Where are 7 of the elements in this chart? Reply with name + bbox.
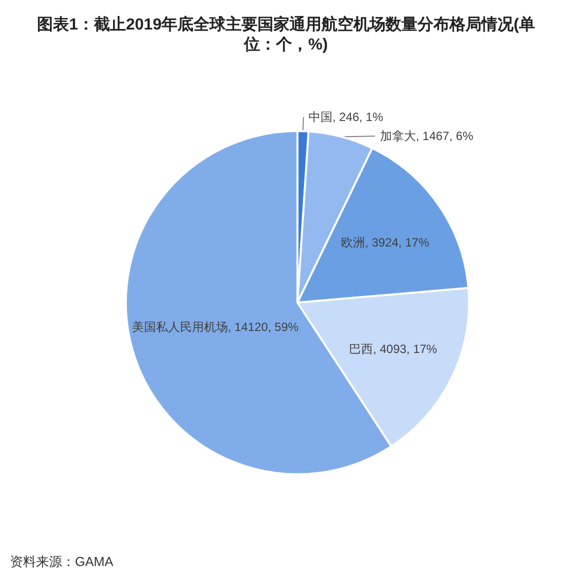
slice-label: 巴西, 4093, 17% xyxy=(349,342,438,356)
slice-label: 加拿大, 1467, 6% xyxy=(380,129,474,144)
slice-label: 欧洲, 3924, 17% xyxy=(341,235,430,250)
chart-title: 图表1：截止2019年底全球主要国家通用航空机场数量分布格局情况(单位：个，%) xyxy=(37,14,535,54)
slice-label: 美国私人民用机场, 14120, 59% xyxy=(132,320,299,334)
slice-label: 中国, 246, 1% xyxy=(308,110,384,124)
text: 资料来源：GAMA xyxy=(10,554,114,569)
